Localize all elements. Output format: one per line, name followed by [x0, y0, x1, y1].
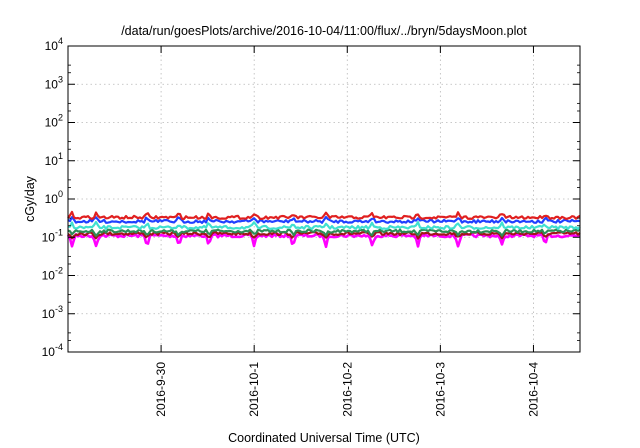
x-tick-label: 2016-10-1 [247, 362, 261, 417]
x-axis-label: Coordinated Universal Time (UTC) [228, 431, 420, 445]
y-tick-label: 10-2 [42, 266, 63, 283]
series-line [67, 228, 581, 237]
series-line [67, 215, 581, 224]
y-axis-label: cGy/day [23, 175, 37, 222]
x-tick-label: 2016-10-4 [526, 362, 540, 417]
y-tick-label: 102 [45, 113, 63, 130]
series-line [67, 230, 581, 240]
series-line [67, 220, 581, 230]
y-tick-label: 10-3 [42, 304, 63, 321]
ticks: 10-4 10-3 10-2 10-1 100 101 102 103 104 2016-9-30… [42, 36, 580, 417]
y-tick-label: 100 [45, 189, 63, 206]
y-tick-label: 101 [45, 151, 63, 168]
x-tick-label: 2016-10-3 [433, 362, 447, 417]
y-tick-label: 103 [45, 74, 63, 91]
chart-title: /data/run/goesPlots/archive/2016-10-04/1… [121, 24, 527, 38]
series-group [66, 210, 581, 249]
y-tick-label: 10-1 [42, 227, 63, 244]
series-line [66, 232, 581, 249]
grid [68, 46, 580, 352]
y-tick-label: 10-4 [42, 342, 63, 359]
series-line [67, 210, 581, 220]
y-tick-label: 104 [45, 36, 63, 53]
x-tick-label: 2016-9-30 [154, 362, 168, 417]
x-tick-label: 2016-10-2 [340, 362, 354, 417]
y-axis-label-group: cGy/day [23, 175, 37, 222]
